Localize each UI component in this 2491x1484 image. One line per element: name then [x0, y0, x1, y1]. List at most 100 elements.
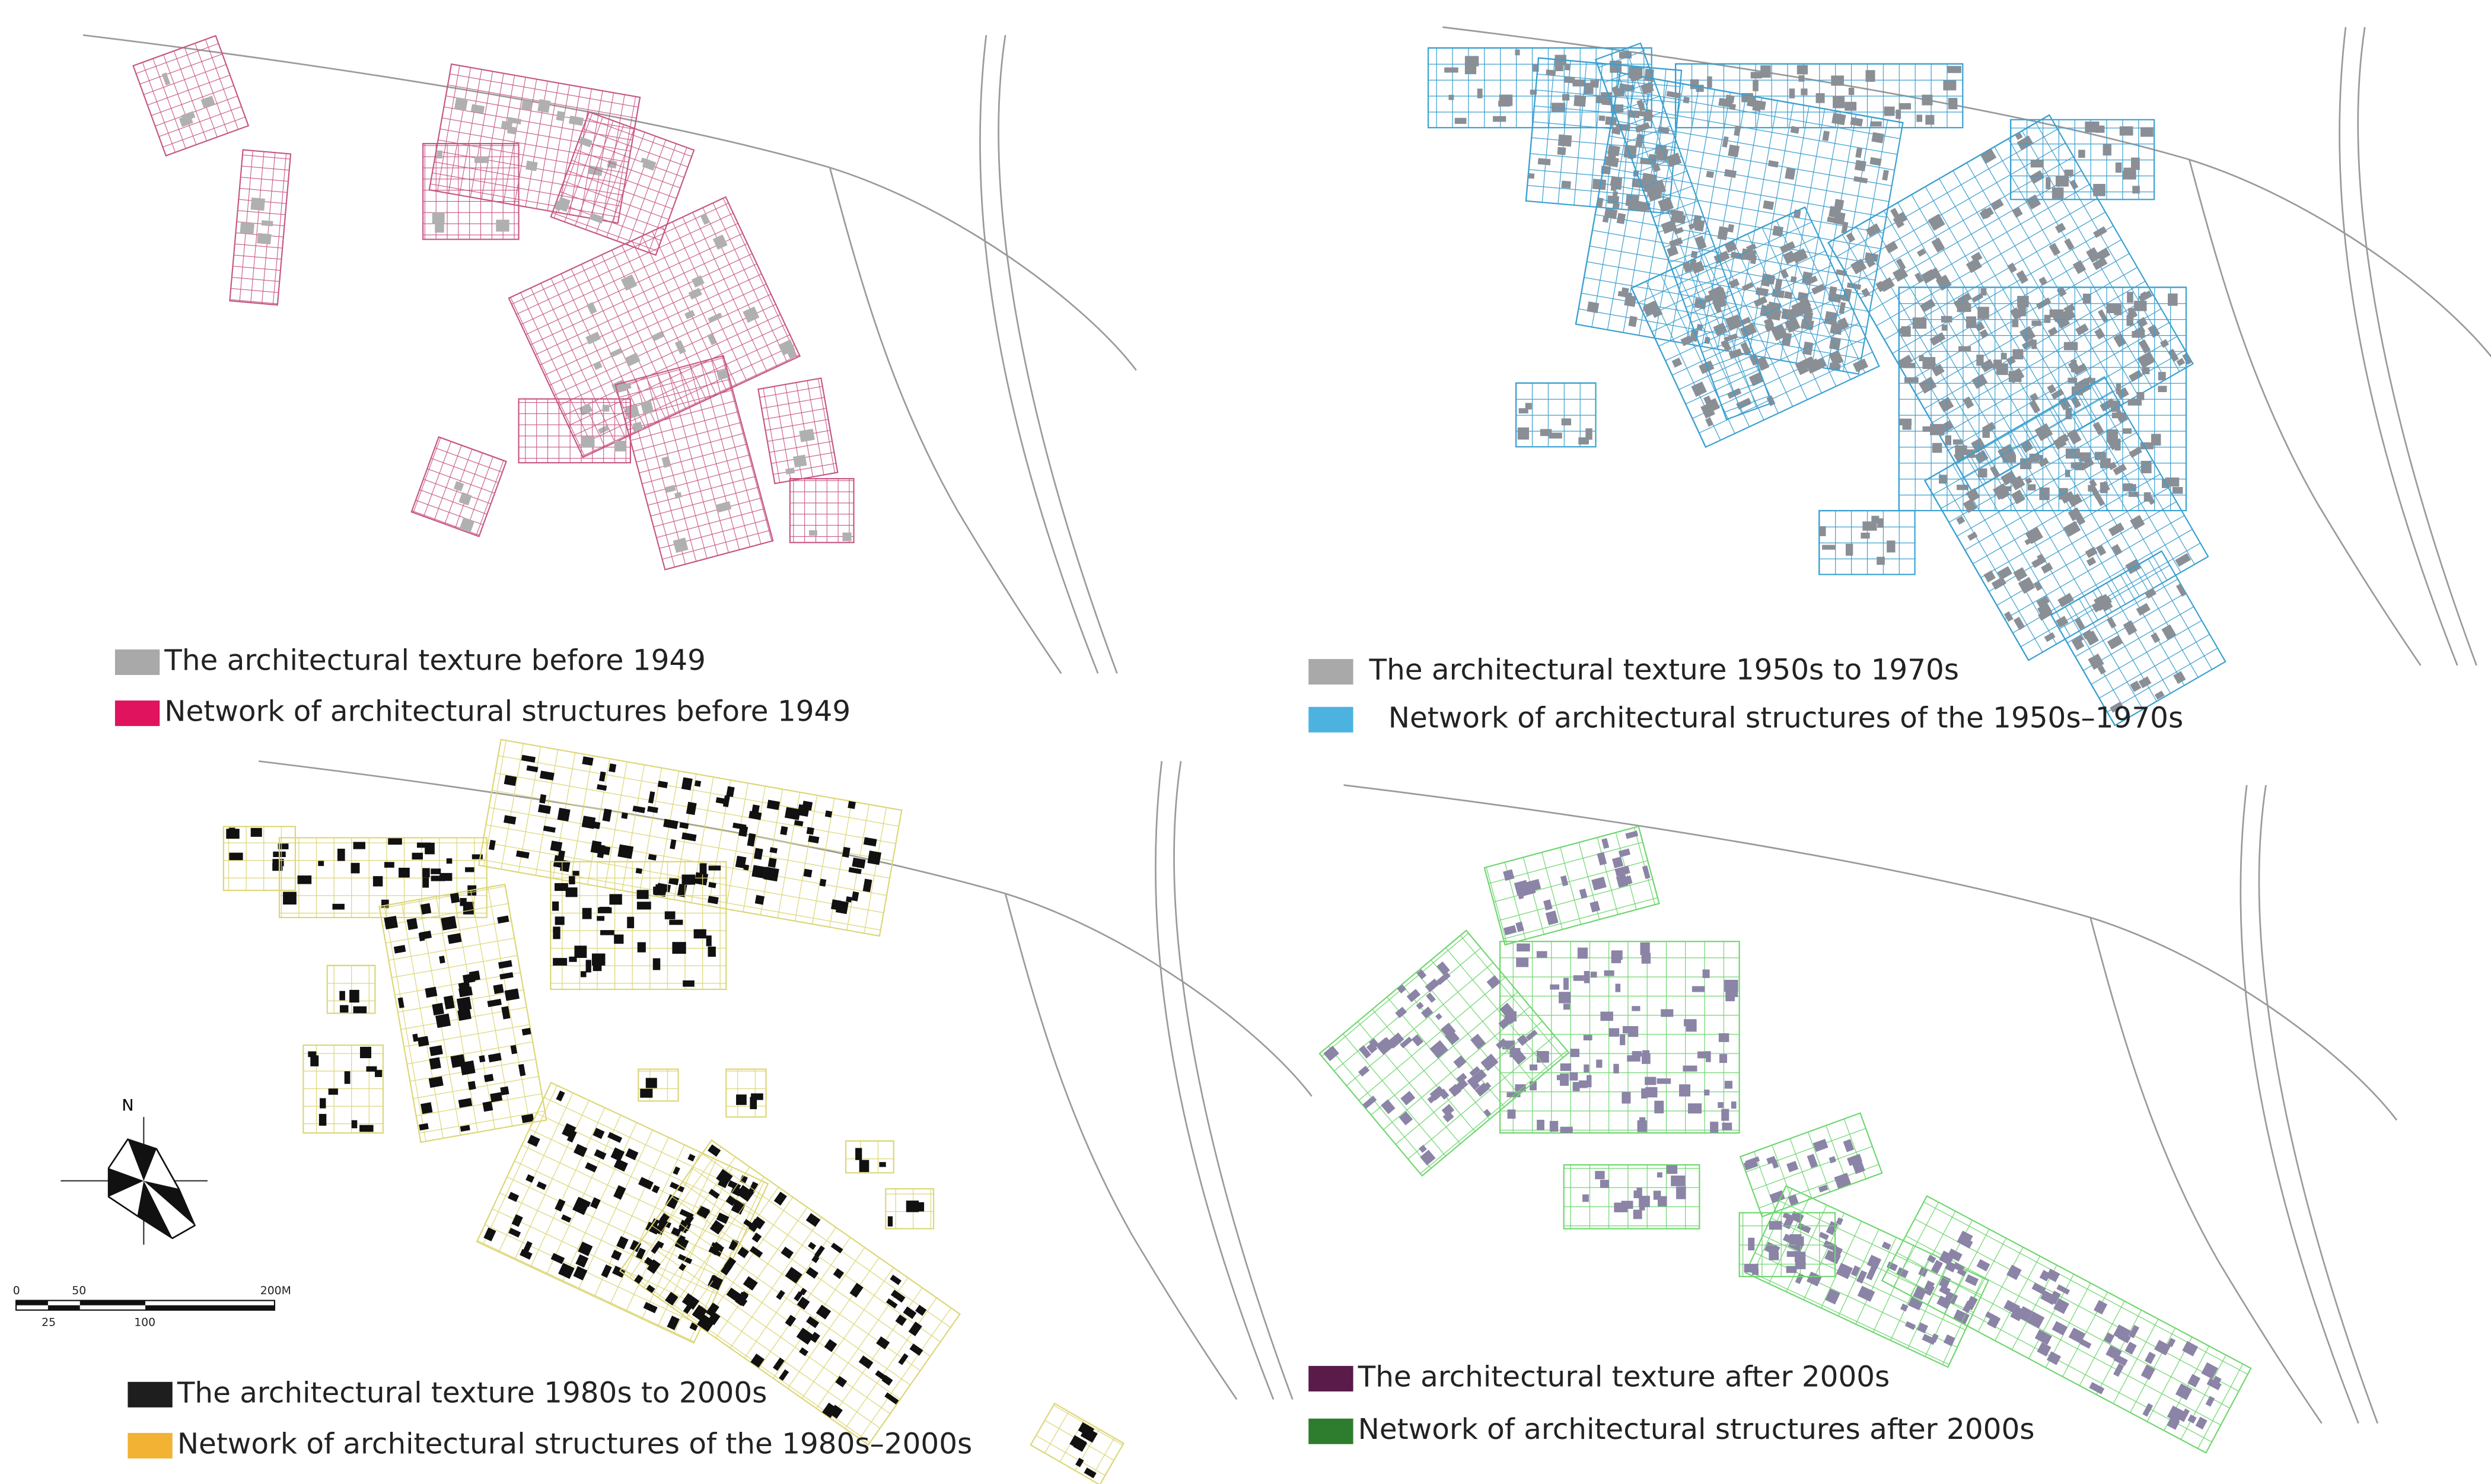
scale-label: 50	[72, 1285, 86, 1297]
building	[1636, 1187, 1642, 1198]
building	[1503, 925, 1517, 935]
building	[597, 916, 605, 921]
legend-label: Network of architectural structures of t…	[177, 1427, 972, 1460]
structure-grid	[725, 1068, 767, 1118]
building	[1621, 1200, 1633, 1209]
building	[1881, 1241, 1891, 1250]
block	[845, 1140, 894, 1174]
building	[2049, 309, 2064, 317]
building	[890, 1275, 902, 1285]
building	[1687, 1103, 1702, 1114]
building	[627, 916, 635, 928]
building	[670, 839, 677, 849]
building	[1691, 260, 1705, 274]
building	[781, 1246, 794, 1259]
building	[1640, 942, 1650, 956]
building	[2063, 521, 2081, 537]
building	[2195, 1416, 2208, 1430]
building	[2046, 177, 2051, 189]
building	[1642, 1053, 1651, 1064]
building	[1801, 88, 1808, 95]
building	[624, 352, 641, 367]
structure-grid	[1818, 509, 1916, 575]
building	[504, 988, 520, 1001]
legend-label: Network of architectural structures befo…	[164, 695, 850, 728]
building	[2124, 1342, 2137, 1355]
block	[757, 377, 839, 485]
building	[1632, 1006, 1641, 1011]
legend-swatch	[1308, 1418, 1353, 1444]
building	[439, 956, 445, 964]
building	[1483, 1082, 1492, 1090]
building	[796, 1327, 814, 1345]
building	[681, 874, 696, 885]
building	[2144, 588, 2156, 599]
building	[2038, 457, 2049, 467]
building	[711, 1275, 719, 1283]
building	[1486, 975, 1501, 989]
block	[885, 1188, 935, 1230]
building	[1884, 106, 1895, 116]
building	[384, 862, 394, 868]
building	[250, 827, 262, 837]
building	[574, 1144, 588, 1157]
building	[715, 797, 728, 805]
building	[488, 1053, 502, 1063]
building	[2154, 690, 2165, 700]
building	[1892, 266, 1909, 282]
building	[2173, 671, 2186, 684]
building	[353, 1006, 367, 1014]
building	[340, 1005, 349, 1013]
building	[450, 893, 460, 903]
building	[1075, 1457, 1084, 1467]
building	[1907, 1297, 1923, 1311]
building	[482, 1101, 493, 1112]
building	[1642, 109, 1654, 120]
building	[372, 876, 383, 887]
building	[2053, 436, 2067, 450]
building	[351, 1120, 358, 1129]
building	[504, 815, 517, 825]
building	[510, 1044, 518, 1055]
building	[1756, 356, 1770, 371]
building	[698, 1206, 711, 1219]
building	[1467, 1077, 1480, 1090]
building	[601, 1264, 612, 1278]
building	[598, 771, 606, 782]
building	[1725, 314, 1743, 331]
building	[681, 777, 693, 791]
building	[2108, 461, 2117, 470]
building	[2006, 1265, 2022, 1281]
building	[1600, 1011, 1613, 1021]
building	[1815, 93, 1825, 103]
building	[2182, 1340, 2199, 1356]
building	[1419, 1144, 1427, 1153]
building	[1914, 272, 1924, 284]
building	[753, 848, 763, 860]
building	[1597, 198, 1604, 208]
building	[2130, 157, 2140, 170]
building	[1640, 82, 1654, 95]
building	[1608, 1028, 1620, 1037]
building	[1921, 269, 1936, 284]
building	[616, 1235, 629, 1250]
building	[1636, 99, 1646, 112]
building	[493, 984, 504, 995]
building	[1456, 1072, 1467, 1084]
building	[1545, 910, 1559, 925]
building	[1530, 90, 1537, 95]
building	[1903, 362, 1915, 368]
building	[1958, 1230, 1973, 1244]
building	[609, 763, 617, 773]
building	[708, 946, 716, 957]
building	[681, 1293, 700, 1310]
building	[665, 485, 676, 493]
building	[805, 1266, 819, 1279]
building	[1684, 1019, 1697, 1027]
building	[1597, 852, 1607, 866]
building	[2142, 367, 2150, 374]
block	[1515, 382, 1597, 448]
building	[526, 765, 539, 772]
building	[1667, 246, 1679, 257]
building	[1728, 278, 1740, 289]
